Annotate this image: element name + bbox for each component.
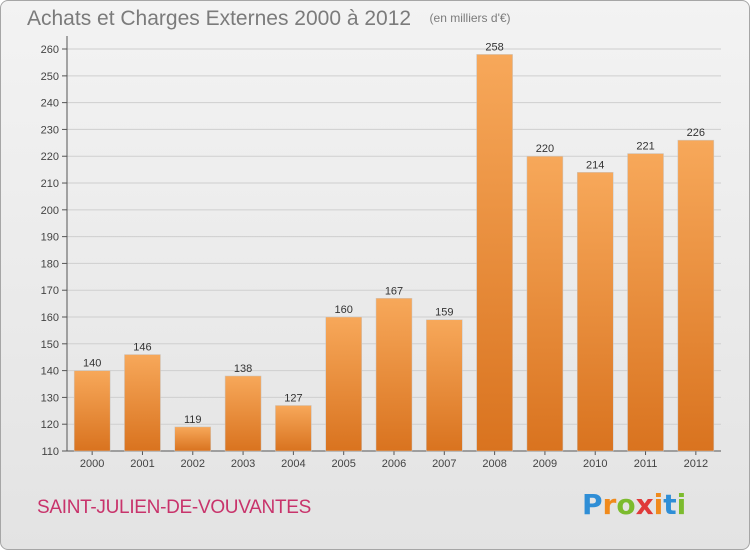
y-tick-label: 240 xyxy=(41,98,59,110)
data-label: 160 xyxy=(335,304,353,316)
x-tick-label: 2005 xyxy=(331,458,355,470)
x-tick-label: 2006 xyxy=(382,458,406,470)
data-label: 220 xyxy=(536,143,554,155)
commune-name: SAINT-JULIEN-DE-VOUVANTES xyxy=(37,497,312,518)
bar-2008 xyxy=(476,54,513,452)
data-label: 146 xyxy=(133,342,151,354)
logo-letter: r xyxy=(602,488,617,521)
y-tick-label: 130 xyxy=(41,392,59,404)
bar-2000 xyxy=(73,370,111,452)
bar-2001 xyxy=(124,354,161,452)
bar-2007 xyxy=(426,319,463,452)
bar-2005 xyxy=(325,316,362,452)
chart-title: Achats et Charges Externes 2000 à 2012 xyxy=(27,7,412,30)
axes: 110 120 130 140 150 160 170 180 190 200 210 220 230 2… xyxy=(41,36,721,470)
logo-letter: i xyxy=(676,488,687,521)
bar-2006 xyxy=(375,298,413,452)
y-tick-label: 110 xyxy=(41,446,59,458)
data-label: 258 xyxy=(485,41,503,53)
x-tick-label: 2011 xyxy=(634,458,658,470)
bar-2009 xyxy=(526,155,564,452)
logo-letter: x xyxy=(635,488,654,521)
y-tick-label: 260 xyxy=(41,44,59,56)
y-tick-label: 230 xyxy=(41,124,59,136)
y-tick-label: 220 xyxy=(41,151,59,163)
y-tick-label: 120 xyxy=(41,419,59,431)
bars xyxy=(73,54,715,452)
y-tick-label: 150 xyxy=(41,339,59,351)
x-tick-label: 2000 xyxy=(80,458,104,470)
data-label: 214 xyxy=(586,159,604,171)
logo-letter: o xyxy=(616,488,636,521)
bar-2011 xyxy=(627,153,664,452)
y-tick-label: 140 xyxy=(41,366,59,378)
y-tick-label: 200 xyxy=(41,205,59,217)
bar-2003 xyxy=(224,375,262,452)
data-labels: 140 146 119 138 127 160 167 159 258 220 214 221 226 xyxy=(83,41,705,425)
y-tick-label: 160 xyxy=(41,312,59,324)
y-tick-label: 170 xyxy=(41,285,59,297)
x-tick-label: 2004 xyxy=(281,458,305,470)
x-tick-label: 2007 xyxy=(432,458,456,470)
x-tick-label: 2010 xyxy=(583,458,607,470)
data-label: 221 xyxy=(636,141,654,153)
data-label: 119 xyxy=(184,414,202,426)
y-tick-label: 180 xyxy=(41,258,59,270)
logo-letter: P xyxy=(582,488,603,521)
data-label: 226 xyxy=(687,127,705,139)
y-tick-label: 190 xyxy=(41,232,59,244)
bar-2002 xyxy=(174,426,212,452)
x-tick-label: 2012 xyxy=(684,458,708,470)
x-tick-label: 2002 xyxy=(181,458,205,470)
y-tick-label: 210 xyxy=(41,178,59,190)
data-label: 167 xyxy=(385,285,403,297)
x-tick-label: 2008 xyxy=(482,458,506,470)
proxiti-logo[interactable]: Proxiti xyxy=(582,488,686,521)
data-label: 159 xyxy=(435,307,453,319)
data-label: 127 xyxy=(284,392,302,404)
x-tick-label: 2009 xyxy=(533,458,557,470)
bar-2012 xyxy=(677,139,715,452)
bar-2004 xyxy=(275,405,312,452)
logo-letter: i xyxy=(653,488,664,521)
data-label: 138 xyxy=(234,363,252,375)
bar-2010 xyxy=(576,172,614,452)
x-tick-label: 2003 xyxy=(231,458,255,470)
logo-letter: t xyxy=(663,488,677,521)
y-tick-label: 250 xyxy=(41,71,59,83)
chart-title-line: Achats et Charges Externes 2000 à 2012 (… xyxy=(27,7,511,31)
chart-subtitle: (en milliers d'€) xyxy=(429,11,511,25)
data-label: 140 xyxy=(83,358,101,370)
x-tick-label: 2001 xyxy=(130,458,154,470)
